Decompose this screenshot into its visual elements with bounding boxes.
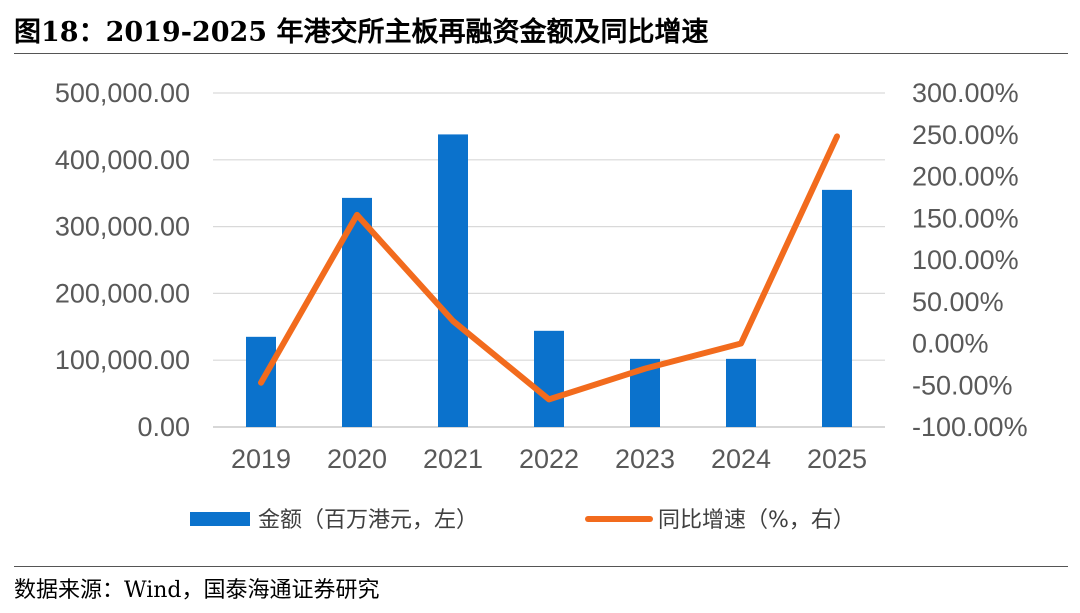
left-axis-ticks: 0.00 100,000.00 200,000.00 300,000.00 400,00…	[55, 78, 190, 442]
right-axis-ticks: -100.00% -50.00% 0.00% 50.00% 100.00% 150.00%…	[912, 78, 1028, 442]
left-tick-label: 300,000.00	[55, 212, 190, 242]
x-tick-label: 2025	[807, 444, 867, 474]
x-tick-label: 2021	[423, 444, 483, 474]
bar-2021	[438, 134, 468, 427]
right-tick-label: 150.00%	[912, 203, 1019, 233]
right-tick-label: 0.00%	[912, 329, 989, 359]
x-tick-label: 2024	[711, 444, 771, 474]
left-tick-label: 400,000.00	[55, 145, 190, 175]
x-tick-label: 2022	[519, 444, 579, 474]
legend-bar-swatch	[190, 512, 250, 526]
legend-line-label: 同比增速（%，右）	[658, 508, 855, 533]
x-tick-label: 2023	[615, 444, 675, 474]
left-tick-label: 500,000.00	[55, 78, 190, 108]
x-tick-label: 2020	[327, 444, 387, 474]
right-tick-label: 200.00%	[912, 162, 1019, 192]
x-axis-ticks: 2019 2020 2021 2022 2023 2024 2025	[231, 444, 867, 474]
left-tick-label: 200,000.00	[55, 278, 190, 308]
x-tick-label: 2019	[231, 444, 291, 474]
left-tick-label: 100,000.00	[55, 345, 190, 375]
legend-bar-label: 金额（百万港元，左）	[258, 508, 478, 533]
bar-2025	[822, 190, 852, 427]
bar-2024	[726, 359, 756, 427]
legend: 金额（百万港元，左） 同比增速（%，右）	[190, 508, 855, 533]
source-divider	[14, 566, 1068, 567]
source-note: 数据来源：Wind，国泰海通证券研究	[14, 572, 380, 604]
right-tick-label: -100.00%	[912, 412, 1028, 442]
left-tick-label: 0.00	[137, 412, 190, 442]
right-tick-label: -50.00%	[912, 370, 1013, 400]
right-tick-label: 250.00%	[912, 120, 1019, 150]
right-tick-label: 100.00%	[912, 245, 1019, 275]
bar-series	[246, 134, 852, 427]
right-tick-label: 300.00%	[912, 78, 1019, 108]
bar-2022	[534, 331, 564, 427]
combo-chart: 0.00 100,000.00 200,000.00 300,000.00 400,00…	[0, 0, 1080, 566]
right-tick-label: 50.00%	[912, 287, 1004, 317]
